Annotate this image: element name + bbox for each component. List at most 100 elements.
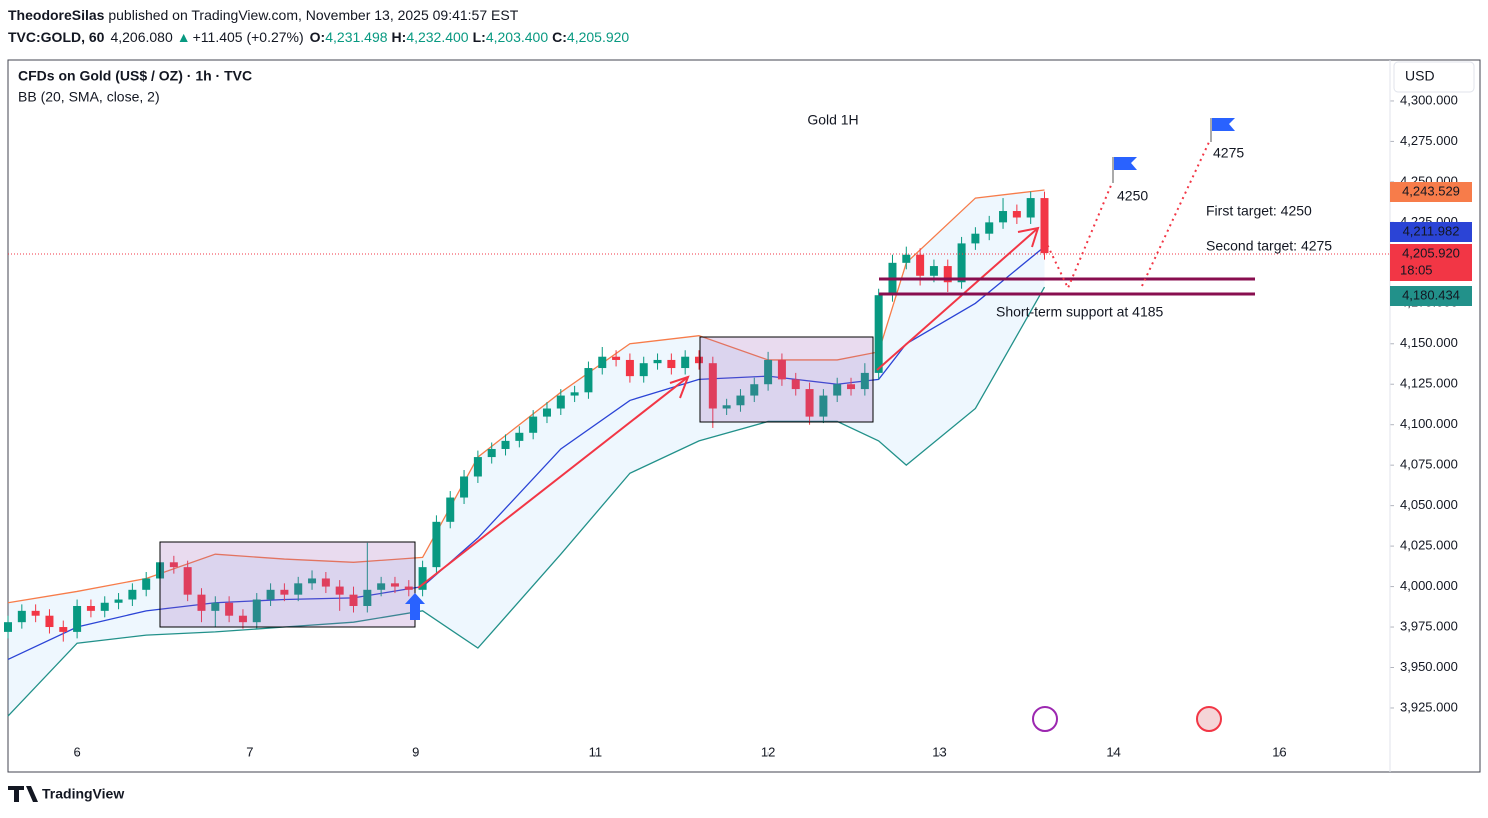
currency[interactable]: USD [1405, 68, 1435, 84]
candle-body [59, 627, 68, 632]
candle-body [612, 356, 621, 360]
candle [321, 571, 330, 594]
change: +11.405 (+0.27%) [193, 29, 304, 45]
band-middle [7, 246, 1045, 660]
candle [584, 361, 593, 399]
candle-body [791, 379, 800, 390]
candle-body [446, 497, 455, 522]
y-tick-label: 4,050.000 [1400, 497, 1458, 512]
candle-body [128, 589, 137, 600]
tag-bg [1390, 182, 1472, 202]
candle [128, 583, 137, 606]
low: 4,203.400 [486, 29, 548, 45]
candle [308, 570, 317, 590]
candle-body [377, 583, 386, 590]
candle [73, 599, 82, 639]
price-tags: 4,243.529 4,211.982 4,205.920 18:05 4,18… [1390, 182, 1472, 306]
y-tick-label: 4,100.000 [1400, 416, 1458, 431]
candle [487, 442, 496, 464]
candle-body [238, 615, 247, 623]
event-icon [1196, 706, 1222, 732]
candle-body [971, 233, 980, 244]
candle-body [169, 562, 178, 568]
target-note: Second target: 4275 [1206, 238, 1332, 254]
candle-body [418, 567, 427, 590]
candle [432, 515, 441, 574]
candle [225, 596, 234, 623]
y-tick-label: 4,125.000 [1400, 376, 1458, 391]
range-box [699, 336, 874, 423]
candle [335, 580, 344, 611]
y-tick-label: 3,975.000 [1400, 618, 1458, 633]
candle-body [957, 243, 966, 283]
candle-body [819, 395, 828, 417]
candle [266, 583, 275, 606]
candle [473, 450, 482, 483]
trend-arrow [876, 227, 1039, 371]
author: TheodoreSilas [8, 7, 105, 23]
flag [1212, 118, 1235, 131]
candle-body [750, 384, 759, 396]
candle [1012, 204, 1021, 224]
currency-button[interactable] [1393, 61, 1475, 93]
candle [708, 356, 717, 428]
up-arrow [405, 593, 425, 620]
candle [460, 470, 469, 505]
candle [280, 583, 289, 602]
candle [957, 236, 966, 289]
chart-title: Gold 1H [807, 112, 858, 128]
candle [169, 555, 178, 574]
candle-body [916, 254, 925, 276]
candle [4, 615, 12, 639]
y-tick-label: 4,075.000 [1400, 457, 1458, 472]
candle-body [515, 432, 524, 441]
candle [971, 227, 980, 250]
candle [59, 620, 68, 642]
flag-label: 4250 [1117, 188, 1148, 204]
arrow-head [1017, 226, 1040, 248]
h-label: H: [392, 29, 407, 45]
candle [612, 350, 621, 367]
symbol: TVC:GOLD, 60 [8, 29, 105, 45]
candle-body [999, 211, 1008, 223]
arrow-head [669, 375, 690, 399]
target-note: First target: 4250 [1206, 203, 1312, 219]
candle [86, 599, 95, 618]
candle-body [349, 594, 358, 606]
candle [515, 426, 524, 448]
x-tick-label: 12 [761, 744, 775, 759]
published: published on TradingView.com, November 1… [104, 7, 518, 23]
candle [764, 351, 773, 391]
candle-body [266, 589, 275, 600]
candle-body [653, 359, 662, 364]
high: 4,232.400 [406, 29, 468, 45]
candle [625, 353, 634, 383]
arrow: ▲ [177, 29, 191, 45]
candle [363, 542, 372, 613]
candle-body [695, 356, 703, 364]
candle-body [722, 405, 731, 409]
candle-body [142, 578, 151, 590]
candle [501, 434, 510, 456]
y-tick-label: 4,025.000 [1400, 538, 1458, 553]
candle-body [460, 476, 469, 498]
tag-upper: 4,243.529 [1402, 183, 1460, 198]
candle-body [584, 368, 593, 393]
close: 4,205.920 [567, 29, 629, 45]
x-tick-label: 14 [1106, 744, 1120, 759]
candle-body [902, 254, 911, 263]
candle [1040, 191, 1049, 260]
candle-body [321, 578, 330, 587]
header-line2: TVC:GOLD, 60 4,206.080 ▲ +11.405 (+0.27%) O:… [8, 29, 629, 45]
logo [8, 786, 38, 802]
open: 4,231.498 [325, 29, 387, 45]
candle [542, 402, 551, 424]
candle-body [833, 384, 842, 396]
candle [114, 593, 123, 610]
candle-body [570, 392, 579, 396]
candle-body [45, 615, 54, 628]
range-box [159, 541, 416, 628]
drawings [159, 118, 1255, 732]
candle [252, 593, 261, 629]
y-tick-label: 4,000.000 [1400, 578, 1458, 593]
